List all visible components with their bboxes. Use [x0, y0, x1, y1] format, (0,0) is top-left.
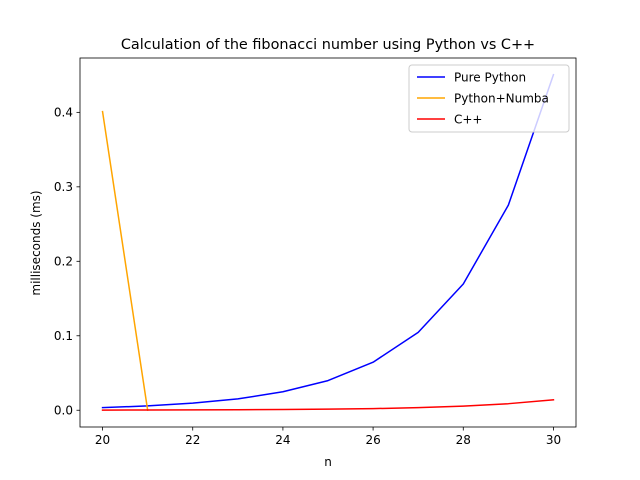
y-tick-label: 0.2 [54, 255, 73, 269]
y-tick-label: 0.4 [54, 106, 73, 120]
x-tick-label: 28 [456, 433, 471, 447]
x-tick-label: 30 [546, 433, 561, 447]
x-tick-label: 22 [185, 433, 200, 447]
axes-frame [79, 57, 577, 428]
y-axis-label: milliseconds (ms) [29, 190, 43, 295]
legend-label-2: C++ [454, 112, 483, 126]
y-tick-label: 0.3 [54, 180, 73, 194]
legend-box [408, 64, 570, 133]
x-tick-label: 20 [95, 433, 110, 447]
x-tick-label: 24 [275, 433, 290, 447]
y-tick-label: 0.1 [54, 329, 73, 343]
series-line-2 [101, 399, 555, 411]
chart-title: Calculation of the fibonacci number usin… [121, 37, 535, 53]
x-tick-label: 26 [365, 433, 380, 447]
x-axis-label: n [324, 455, 332, 469]
y-tick-label: 0.0 [54, 403, 73, 417]
legend-label-0: Pure Python [454, 70, 526, 84]
series-line-0 [101, 73, 555, 409]
plot-area: 20 22 24 26 28 30 0.0 0.1 0.2 0.3 0.4 [54, 57, 577, 447]
legend: Pure Python Python+Numba C++ [408, 64, 570, 133]
legend-label-1: Python+Numba [454, 91, 549, 105]
series-line-1 [101, 110, 149, 411]
